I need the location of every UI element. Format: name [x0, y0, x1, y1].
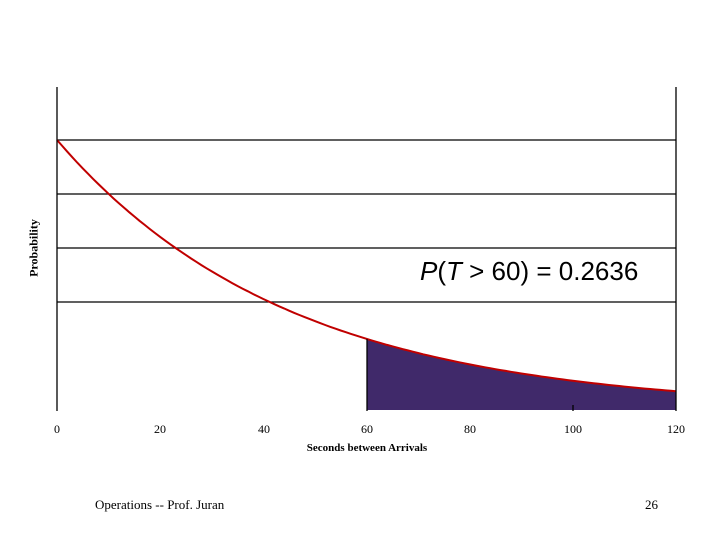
x-tick-60: 60 [361, 422, 373, 436]
formula-open-paren: ( [437, 256, 447, 286]
formula-p: P [420, 256, 438, 286]
x-tick-0: 0 [54, 422, 60, 436]
x-tick-100: 100 [564, 422, 582, 436]
x-tick-80: 80 [464, 422, 476, 436]
axes [56, 87, 677, 411]
formula-close-paren: ) [520, 256, 530, 286]
x-tick-40: 40 [258, 422, 270, 436]
gridlines [57, 139, 676, 303]
density-curve [56, 139, 677, 393]
formula-var: T [446, 256, 462, 286]
y-axis-label: Probability [26, 219, 41, 277]
footer-text: Operations -- Prof. Juran [95, 497, 225, 512]
page-number: 26 [645, 497, 658, 512]
formula-relation: > 60 [461, 256, 521, 286]
x-tick-20: 20 [154, 422, 166, 436]
x-axis-label: Seconds between Arrivals [306, 442, 428, 454]
formula-result: = 0.2636 [529, 256, 639, 286]
x-tick-120: 120 [667, 422, 685, 436]
probability-formula: P(T > 60) = 0.2636 [420, 256, 638, 287]
